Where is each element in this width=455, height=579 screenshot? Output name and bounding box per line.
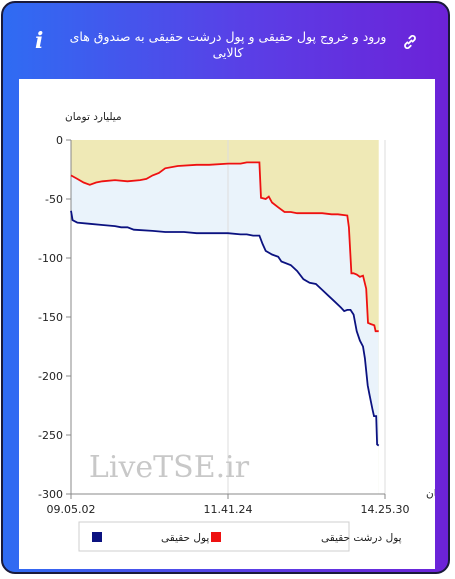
watermark: LiveTSE.ir [89,450,250,485]
x-axis-label: زمان [426,488,435,500]
x-tick-label: 14.25.30 [361,503,410,516]
card-header: i ورود و خروج پول حقیقی و پول درشت حقیقی… [3,3,448,79]
y-tick-label: -50 [45,193,63,206]
y-tick-label: -300 [38,488,63,501]
legend-swatch-real-money [92,532,102,542]
x-tick-label: 09.05.02 [47,503,96,516]
info-icon[interactable]: i [35,28,44,54]
area-below [71,210,379,495]
chart-svg: 0 -50 -100 -150 -200 -250 -300 09.05.02 11.41.2… [38,111,448,552]
y-tick-label: -100 [38,252,63,265]
x-tick-label: 11.41.24 [204,503,253,516]
x-axis: 09.05.02 11.41.24 14.25.30 [47,493,410,516]
y-tick-label: 0 [56,134,63,147]
y-axis: 0 -50 -100 -150 -200 -250 -300 [38,134,72,501]
y-tick-label: -250 [38,429,63,442]
y-tick-label: -200 [38,370,63,383]
series-line-big-real-money [70,161,379,333]
card-title: ورود و خروج پول حقیقی و پول درشت حقیقی ب… [69,29,387,60]
series-line-real-money [70,210,380,447]
chart-card: i ورود و خروج پول حقیقی و پول درشت حقیقی… [1,1,450,574]
legend-label-big-real-money: پول درشت حقیقی [321,532,402,544]
legend: پول حقیقی پول درشت حقیقی [78,521,402,552]
chart-panel: 0 -50 -100 -150 -200 -250 -300 09.05.02 11.41.2… [19,79,448,569]
legend-label-real-money: پول حقیقی [161,532,209,544]
y-axis-label: میلیارد تومان [65,111,122,123]
link-icon[interactable] [401,33,419,51]
legend-swatch-big-real-money [211,532,221,542]
y-tick-label: -150 [38,311,63,324]
